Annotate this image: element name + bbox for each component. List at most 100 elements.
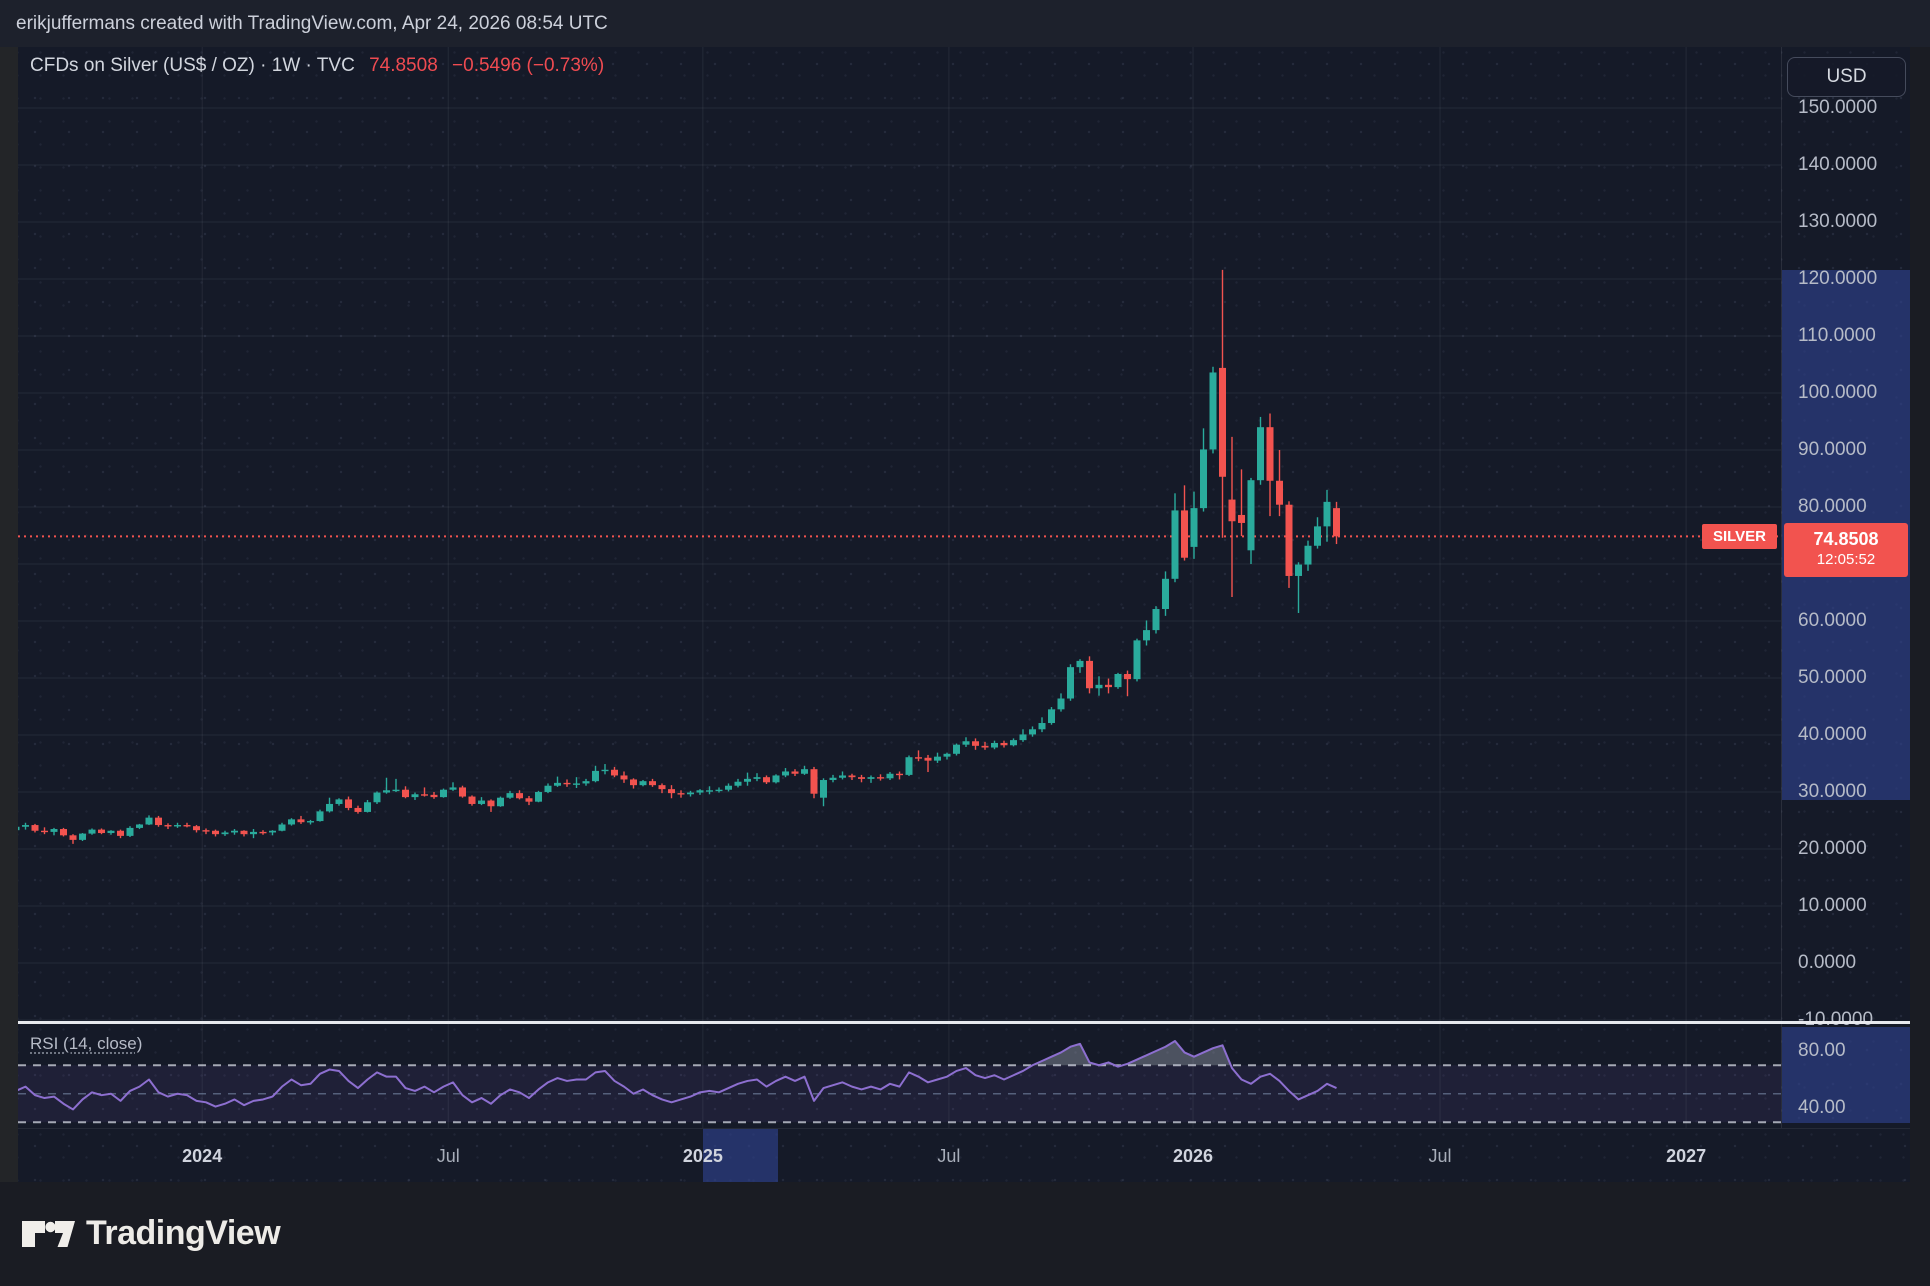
candle-body [877, 777, 884, 779]
symbol-legend[interactable]: CFDs on Silver (US$ / OZ) · 1W · TVC 74.… [30, 55, 613, 77]
tradingview-logo-text: TradingView [86, 1214, 281, 1252]
candle-body [297, 819, 305, 823]
price-change-value: −0.5496 (−0.73%) [452, 55, 605, 76]
candle-body [1048, 709, 1055, 724]
candle-body [630, 779, 637, 786]
time-axis[interactable]: 2024 Jul 2025 Jul 2026 Jul 2027 [18, 1128, 1910, 1182]
candle-body [592, 770, 599, 782]
rsi-overbought-fill [1032, 1041, 1231, 1066]
rsi-line [18, 1040, 1337, 1111]
rsi-band [18, 1065, 1781, 1123]
candle-body [1067, 667, 1074, 699]
price-axis-label: 130.0000 [1798, 210, 1878, 232]
candle-body [858, 777, 865, 779]
candle-body [193, 826, 200, 831]
candle-body [1247, 480, 1255, 551]
candle-body [867, 777, 875, 779]
candle-body [791, 771, 799, 774]
candle-body [1086, 660, 1093, 689]
candle-body [620, 775, 628, 780]
price-axis-label: 120.0000 [1798, 267, 1878, 289]
candle-body [972, 741, 979, 746]
candle-body [487, 800, 495, 807]
candle-body [1190, 508, 1198, 547]
last-price-label-value: 74.8508 [1813, 529, 1879, 549]
candle-body [364, 802, 371, 812]
pane-separator[interactable] [18, 1021, 1910, 1024]
candle-body [136, 824, 143, 828]
candle-body [668, 789, 675, 794]
price-pane[interactable] [18, 47, 1781, 1022]
candle-body [544, 785, 552, 792]
candle-body [839, 775, 846, 778]
rsi-indicator-chart[interactable] [18, 1024, 1781, 1128]
candle-body [1162, 578, 1169, 610]
candle-body [88, 829, 96, 834]
price-axis-label: 110.0000 [1798, 324, 1876, 346]
candle-body [886, 773, 894, 779]
candle-body [221, 832, 229, 835]
candle-body [981, 745, 989, 748]
footer-bar: TradingView [0, 1182, 1930, 1286]
candle-body [69, 835, 77, 840]
rsi-indicator-label[interactable]: RSI (14, close) [30, 1034, 143, 1053]
candle-body [1333, 508, 1340, 537]
candle-body [1323, 501, 1331, 527]
time-axis-label: 2027 [1666, 1146, 1707, 1166]
time-axis-label: 2024 [182, 1146, 223, 1166]
candle-body [639, 781, 647, 786]
candlestick-chart[interactable] [18, 47, 1781, 1022]
price-axis-label: -10.0000 [1798, 1008, 1874, 1030]
candle-body [402, 789, 409, 798]
candle-body [801, 769, 808, 774]
candle-body [155, 817, 162, 826]
price-axis[interactable]: USD 150.0000 140.0000 130.0000 120.0000 110.… [1781, 47, 1910, 1128]
price-axis-label: 30.0000 [1798, 780, 1867, 802]
candle-body [440, 789, 447, 798]
price-axis-label: 90.0000 [1798, 438, 1867, 460]
candle-body [31, 825, 39, 831]
candle-body [1219, 367, 1226, 477]
candle-body [316, 811, 324, 822]
candle-body [421, 794, 428, 796]
price-axis-label: 80.0000 [1798, 495, 1867, 517]
candle-body [687, 792, 694, 795]
candle-body [810, 769, 818, 794]
candle-body [1124, 674, 1131, 680]
candle-body [991, 742, 998, 748]
candle-body [259, 831, 267, 834]
candle-body [1181, 510, 1188, 558]
candle-body [934, 756, 941, 761]
time-axis-highlight [702, 1129, 778, 1182]
price-axis-label: 150.0000 [1798, 96, 1878, 118]
tradingview-logo[interactable]: TradingView [22, 1214, 281, 1253]
candle-body [563, 782, 571, 785]
candle-body [725, 785, 732, 790]
candle-body [573, 783, 580, 785]
candle-body [1314, 526, 1321, 546]
candle-body [1133, 640, 1141, 680]
candle-body [1057, 698, 1065, 710]
candle-body [1295, 564, 1302, 576]
candle-body [896, 773, 903, 776]
rsi-pane[interactable] [18, 1024, 1781, 1128]
currency-toggle-button[interactable]: USD [1787, 57, 1906, 97]
candle-body [677, 793, 685, 795]
candle-body [411, 794, 419, 798]
candle-body [183, 825, 191, 827]
time-axis-label: 2025 [682, 1146, 723, 1166]
candle-body [848, 775, 856, 778]
candle-body [1019, 734, 1027, 741]
candle-body [18, 826, 20, 831]
candle-body [554, 782, 561, 786]
candle-body [1200, 449, 1207, 509]
candle-body [1304, 545, 1312, 565]
candle-body [649, 781, 656, 786]
candle-body [734, 781, 742, 786]
symbol-title[interactable]: CFDs on Silver (US$ / OZ) · 1W · TVC [30, 55, 355, 76]
candle-body [1095, 684, 1103, 689]
candle-body [820, 780, 827, 798]
candle-body [1143, 630, 1150, 641]
candle-body [126, 827, 134, 836]
